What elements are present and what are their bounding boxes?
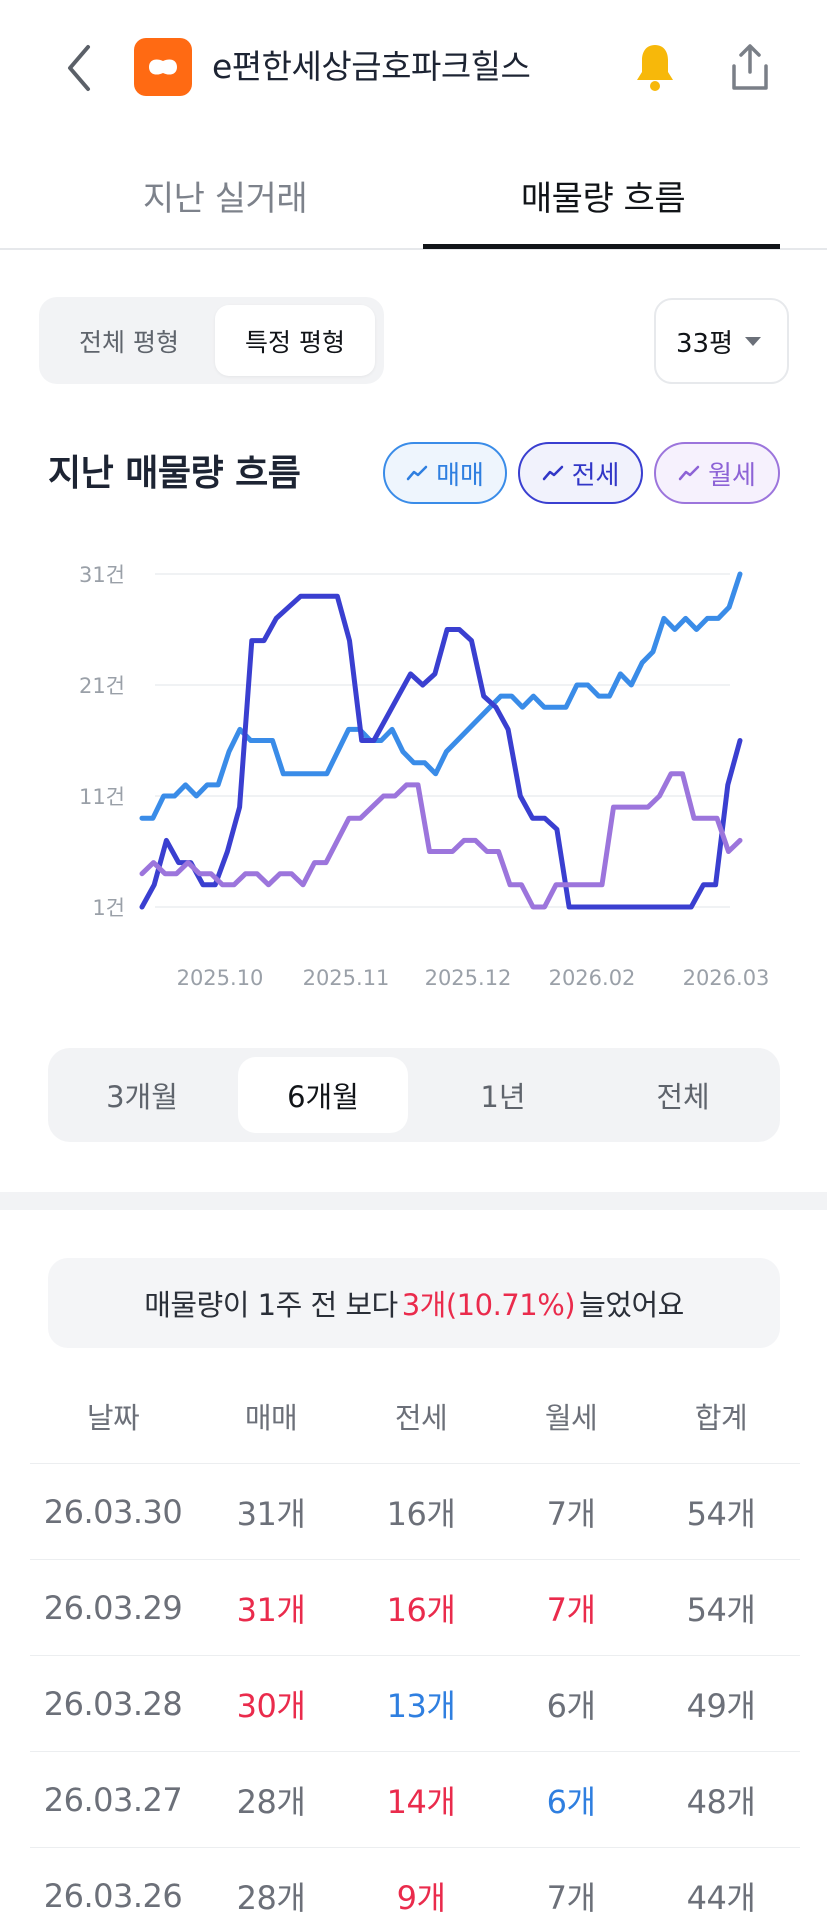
jeonse-cell: 14개 bbox=[386, 1782, 456, 1821]
active-tab-indicator bbox=[423, 244, 780, 249]
x-tick-label: 2026.03 bbox=[683, 966, 770, 990]
change-summary: 매물량이 1주 전 보다 3개(10.71%) 늘었어요 bbox=[48, 1258, 780, 1348]
legend-label: 전세 bbox=[571, 460, 620, 491]
jeonse-series-line bbox=[139, 593, 743, 910]
page-title: e편한세상금호파크힐스 bbox=[212, 47, 531, 86]
header-wolse: 월세 bbox=[544, 1400, 598, 1435]
total-cell: 54개 bbox=[686, 1590, 756, 1629]
wolse-cell: 7개 bbox=[546, 1590, 596, 1629]
size-dropdown[interactable]: 33평 bbox=[654, 298, 789, 384]
period-option-3m[interactable]: 3개월 bbox=[106, 1080, 178, 1114]
jeonse-cell: 16개 bbox=[386, 1590, 456, 1629]
period-option-all[interactable]: 전체 bbox=[656, 1080, 710, 1114]
share-icon bbox=[732, 44, 768, 90]
app-logo-icon bbox=[134, 38, 192, 96]
sale-cell: 28개 bbox=[236, 1782, 306, 1821]
sale-cell: 31개 bbox=[236, 1590, 306, 1629]
legend-chip-jeonse[interactable]: 전세 bbox=[518, 442, 643, 504]
summary-suffix: 늘었어요 bbox=[579, 1288, 684, 1322]
specific-pyeong-option[interactable]: 특정 평형 bbox=[215, 305, 375, 376]
x-tick-label: 2026.02 bbox=[549, 966, 636, 990]
trend-line-icon bbox=[678, 465, 700, 481]
date-cell: 26.03.27 bbox=[43, 1780, 183, 1819]
table-row: 26.03.28 30개 13개 6개 49개 bbox=[30, 1656, 800, 1752]
period-option-1y[interactable]: 1년 bbox=[480, 1080, 526, 1114]
table-row: 26.03.30 31개 16개 7개 54개 bbox=[30, 1464, 800, 1560]
wolse-cell: 7개 bbox=[546, 1494, 596, 1533]
x-tick-label: 2025.10 bbox=[177, 966, 264, 990]
wolse-series-line bbox=[139, 771, 743, 910]
sale-cell: 28개 bbox=[236, 1878, 306, 1917]
sale-series-line bbox=[139, 571, 743, 821]
total-cell: 54개 bbox=[686, 1494, 756, 1533]
tab-bar: 지난 실거래 매물량 흐름 bbox=[0, 140, 827, 250]
jeonse-cell: 16개 bbox=[386, 1494, 456, 1533]
y-tick-label: 31건 bbox=[79, 563, 125, 587]
jeonse-cell: 13개 bbox=[386, 1686, 456, 1725]
period-toggle: 3개월 6개월 1년 전체 bbox=[48, 1048, 780, 1142]
date-cell: 26.03.29 bbox=[43, 1588, 183, 1627]
all-pyeong-option[interactable]: 전체 평형 bbox=[79, 327, 179, 357]
tab-listing-flow[interactable]: 매물량 흐름 bbox=[520, 178, 686, 219]
section-divider bbox=[0, 1192, 827, 1210]
period-option-6m[interactable]: 6개월 bbox=[238, 1057, 408, 1133]
summary-highlight: 3개(10.71%) bbox=[401, 1288, 576, 1322]
back-button[interactable] bbox=[54, 40, 104, 96]
pyeong-type-toggle: 전체 평형 특정 평형 bbox=[39, 297, 384, 384]
header-total: 합계 bbox=[694, 1400, 748, 1435]
legend-label: 월세 bbox=[708, 460, 756, 491]
trend-line-icon bbox=[406, 465, 428, 481]
trend-line-icon bbox=[542, 465, 563, 481]
top-bar: e편한세상금호파크힐스 bbox=[0, 0, 827, 130]
table-row: 26.03.27 28개 14개 6개 48개 bbox=[30, 1752, 800, 1848]
table-header: 날짜 매매 전세 월세 합계 bbox=[30, 1368, 800, 1464]
x-tick-label: 2025.11 bbox=[303, 966, 390, 990]
date-cell: 26.03.30 bbox=[43, 1492, 183, 1531]
total-cell: 44개 bbox=[686, 1878, 756, 1917]
y-tick-label: 11건 bbox=[79, 785, 125, 809]
jeonse-cell: 9개 bbox=[396, 1878, 446, 1917]
total-cell: 48개 bbox=[686, 1782, 756, 1821]
notification-button[interactable] bbox=[630, 38, 680, 96]
bell-icon bbox=[637, 45, 673, 91]
sale-cell: 30개 bbox=[236, 1686, 306, 1725]
sale-cell: 31개 bbox=[236, 1494, 306, 1533]
legend-chip-wolse[interactable]: 월세 bbox=[654, 442, 780, 504]
table-row: 26.03.29 31개 16개 7개 54개 bbox=[30, 1560, 800, 1656]
legend-chip-sale[interactable]: 매매 bbox=[383, 442, 507, 504]
date-cell: 26.03.28 bbox=[43, 1684, 183, 1723]
y-tick-label: 21건 bbox=[79, 674, 125, 698]
total-cell: 49개 bbox=[686, 1686, 756, 1725]
wolse-cell: 6개 bbox=[546, 1686, 596, 1725]
summary-prefix: 매물량이 1주 전 보다 bbox=[144, 1288, 398, 1322]
tab-past-transactions[interactable]: 지난 실거래 bbox=[142, 178, 308, 219]
x-tick-label: 2025.12 bbox=[425, 966, 512, 990]
listing-table: 날짜 매매 전세 월세 합계 26.03.30 31개 16개 7개 54개 26.03.… bbox=[30, 1368, 800, 1924]
chart-title: 지난 매물량 흐름 bbox=[48, 453, 301, 494]
chevron-left-icon bbox=[68, 45, 90, 91]
share-button[interactable] bbox=[724, 38, 776, 96]
header-jeonse: 전세 bbox=[394, 1400, 448, 1435]
listing-flow-chart: 31건 21건 11건 1건 2025.10 2025.11 2025.12 2026.02 2… bbox=[79, 563, 770, 990]
wolse-cell: 6개 bbox=[546, 1782, 596, 1821]
caret-down-icon bbox=[745, 336, 762, 346]
size-dropdown-value: 33평 bbox=[676, 328, 734, 359]
header-date: 날짜 bbox=[86, 1400, 140, 1435]
wolse-cell: 7개 bbox=[546, 1878, 596, 1917]
header-sale: 매매 bbox=[244, 1400, 298, 1435]
y-tick-label: 1건 bbox=[92, 896, 125, 920]
legend-label: 매매 bbox=[436, 460, 484, 491]
table-row: 26.03.26 28개 9개 7개 44개 bbox=[30, 1848, 800, 1924]
date-cell: 26.03.26 bbox=[43, 1876, 183, 1915]
